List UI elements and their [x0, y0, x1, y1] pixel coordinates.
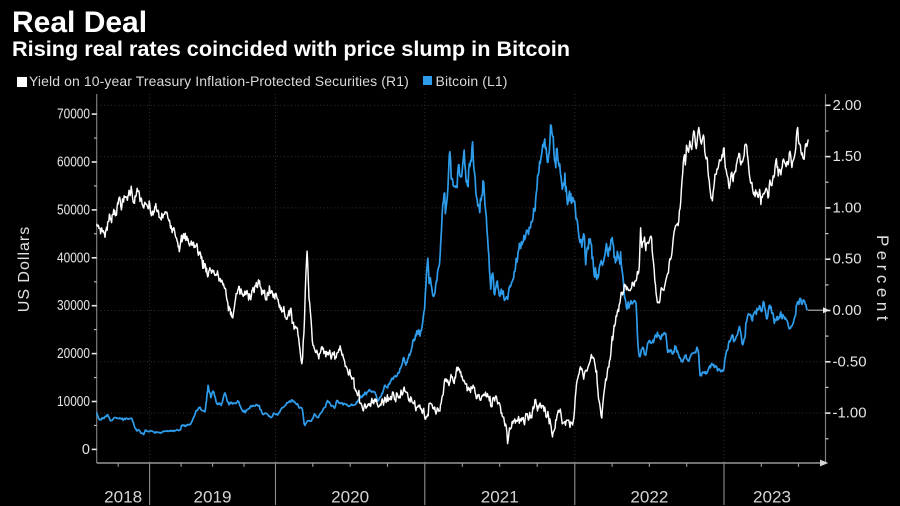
- svg-text:2023: 2023: [753, 489, 791, 506]
- svg-text:2019: 2019: [194, 489, 232, 506]
- svg-text:30000: 30000: [57, 298, 90, 314]
- svg-text:50000: 50000: [57, 202, 90, 218]
- svg-text:20000: 20000: [57, 346, 90, 362]
- svg-text:1.50: 1.50: [833, 149, 862, 165]
- svg-text:2.00: 2.00: [833, 98, 862, 114]
- svg-text:60000: 60000: [57, 155, 90, 171]
- svg-text:0: 0: [82, 442, 90, 458]
- svg-text:2021: 2021: [481, 489, 519, 506]
- svg-text:10000: 10000: [57, 394, 90, 410]
- svg-text:1.00: 1.00: [833, 200, 862, 216]
- svg-text:0.00: 0.00: [833, 303, 862, 319]
- svg-text:40000: 40000: [57, 250, 90, 266]
- svg-text:2022: 2022: [630, 489, 668, 506]
- svg-text:70000: 70000: [57, 107, 90, 123]
- svg-text:-1.00: -1.00: [833, 406, 867, 422]
- svg-text:-0.50: -0.50: [833, 354, 867, 370]
- svg-text:2020: 2020: [331, 489, 369, 506]
- svg-text:2018: 2018: [104, 489, 142, 506]
- svg-text:0.50: 0.50: [833, 252, 862, 268]
